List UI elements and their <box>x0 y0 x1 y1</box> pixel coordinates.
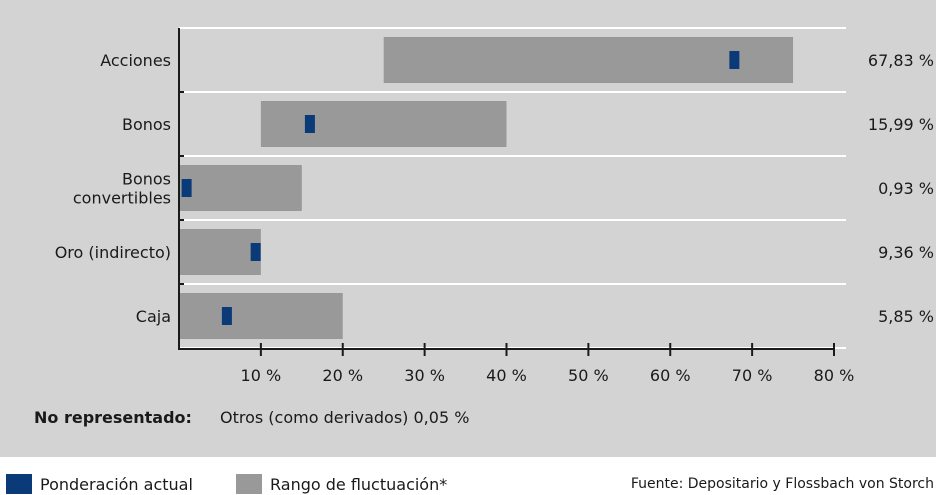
legend-swatch-current <box>6 474 32 494</box>
x-tick-label: 20 % <box>322 366 363 385</box>
range-bar <box>179 229 261 275</box>
category-label: Bonos convertibles <box>73 170 171 208</box>
legend-item-current: Ponderación actual <box>6 474 193 494</box>
allocation-chart: Acciones 67,83 % Bonos 15,99 % Bonos converti… <box>55 27 934 385</box>
x-tick-label: 40 % <box>486 366 527 385</box>
x-tick-label: 30 % <box>404 366 445 385</box>
not-represented-note: No representado: Otros (como derivados) … <box>34 408 469 427</box>
legend-item-range: Rango de fluctuación* <box>236 474 447 494</box>
category-label: Bonos <box>122 115 171 134</box>
value-label: 15,99 % <box>868 115 934 134</box>
category-label: Caja <box>136 307 171 326</box>
x-tick-label: 80 % <box>814 366 855 385</box>
category-label: Oro (indirecto) <box>55 243 171 262</box>
chart-panel: Acciones 67,83 % Bonos 15,99 % Bonos converti… <box>0 0 936 457</box>
x-tick-label: 70 % <box>732 366 773 385</box>
current-weight-marker <box>181 179 192 197</box>
current-weight-marker <box>250 243 261 261</box>
value-label: 5,85 % <box>878 307 934 326</box>
range-bar <box>260 101 507 147</box>
value-label: 0,93 % <box>878 179 934 198</box>
source-note: Fuente: Depositario y Flossbach von Stor… <box>630 476 934 492</box>
legend: Ponderación actual Rango de fluctuación*… <box>0 470 936 495</box>
note-title: No representado: <box>34 408 192 427</box>
x-tick-label: 10 % <box>241 366 282 385</box>
x-tick-label: 60 % <box>650 366 691 385</box>
value-label: 67,83 % <box>868 51 934 70</box>
legend-label-range: Rango de fluctuación* <box>270 474 448 494</box>
legend-label-current: Ponderación actual <box>40 474 193 494</box>
current-weight-marker <box>221 307 232 325</box>
range-bar <box>383 37 794 83</box>
category-label: Acciones <box>100 51 171 70</box>
value-label: 9,36 % <box>878 243 934 262</box>
current-weight-marker <box>729 51 740 69</box>
x-tick-label: 50 % <box>568 366 609 385</box>
range-bar <box>179 293 343 339</box>
range-bar <box>179 165 302 211</box>
note-text: Otros (como derivados) 0,05 % <box>220 408 470 427</box>
legend-swatch-range <box>236 474 262 494</box>
current-weight-marker <box>304 115 315 133</box>
